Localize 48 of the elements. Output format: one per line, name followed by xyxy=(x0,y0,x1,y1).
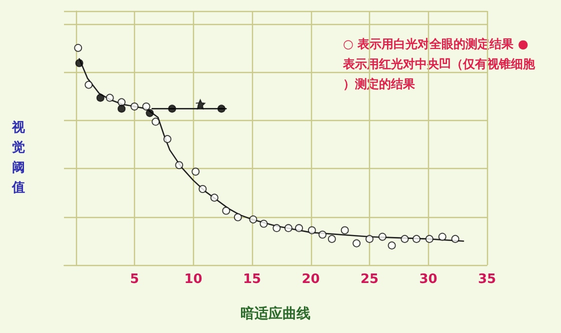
x-tick-label: 35 xyxy=(478,272,496,287)
x-tick-label: 15 xyxy=(242,272,262,287)
point xyxy=(388,241,396,250)
point xyxy=(118,104,126,113)
point xyxy=(152,118,160,126)
x-axis-title: 暗适应曲线 xyxy=(240,305,310,322)
point xyxy=(249,215,258,224)
point xyxy=(192,168,200,176)
x-tick-label: 10 xyxy=(184,272,202,287)
point xyxy=(378,232,386,241)
point xyxy=(400,234,409,243)
point xyxy=(195,99,206,110)
point xyxy=(210,194,218,202)
point xyxy=(328,234,336,243)
point xyxy=(366,234,374,243)
point xyxy=(308,226,316,234)
point xyxy=(75,59,84,68)
point xyxy=(142,102,150,111)
point xyxy=(425,234,434,243)
point xyxy=(96,94,104,102)
point xyxy=(222,206,230,215)
point xyxy=(84,80,93,89)
point xyxy=(260,220,268,228)
point xyxy=(74,44,82,52)
y-axis-title: 视觉阈值 xyxy=(11,120,26,196)
point xyxy=(284,224,292,232)
point xyxy=(234,213,242,222)
point xyxy=(438,232,446,241)
point xyxy=(175,161,184,170)
point xyxy=(163,135,172,144)
x-tick-label: 5 xyxy=(130,272,140,287)
point xyxy=(352,239,361,248)
point xyxy=(272,224,281,232)
point xyxy=(146,109,154,118)
point xyxy=(106,94,114,102)
point xyxy=(198,185,207,194)
point xyxy=(318,230,326,239)
point xyxy=(451,234,460,243)
point xyxy=(217,104,226,113)
point xyxy=(340,226,349,234)
point xyxy=(412,234,420,243)
point xyxy=(130,102,138,111)
point xyxy=(118,98,126,106)
x-tick-label: 25 xyxy=(360,272,379,287)
x-tick-label: 30 xyxy=(419,272,438,287)
point xyxy=(295,224,303,232)
point xyxy=(168,104,176,113)
x-tick-label: 20 xyxy=(302,272,320,287)
